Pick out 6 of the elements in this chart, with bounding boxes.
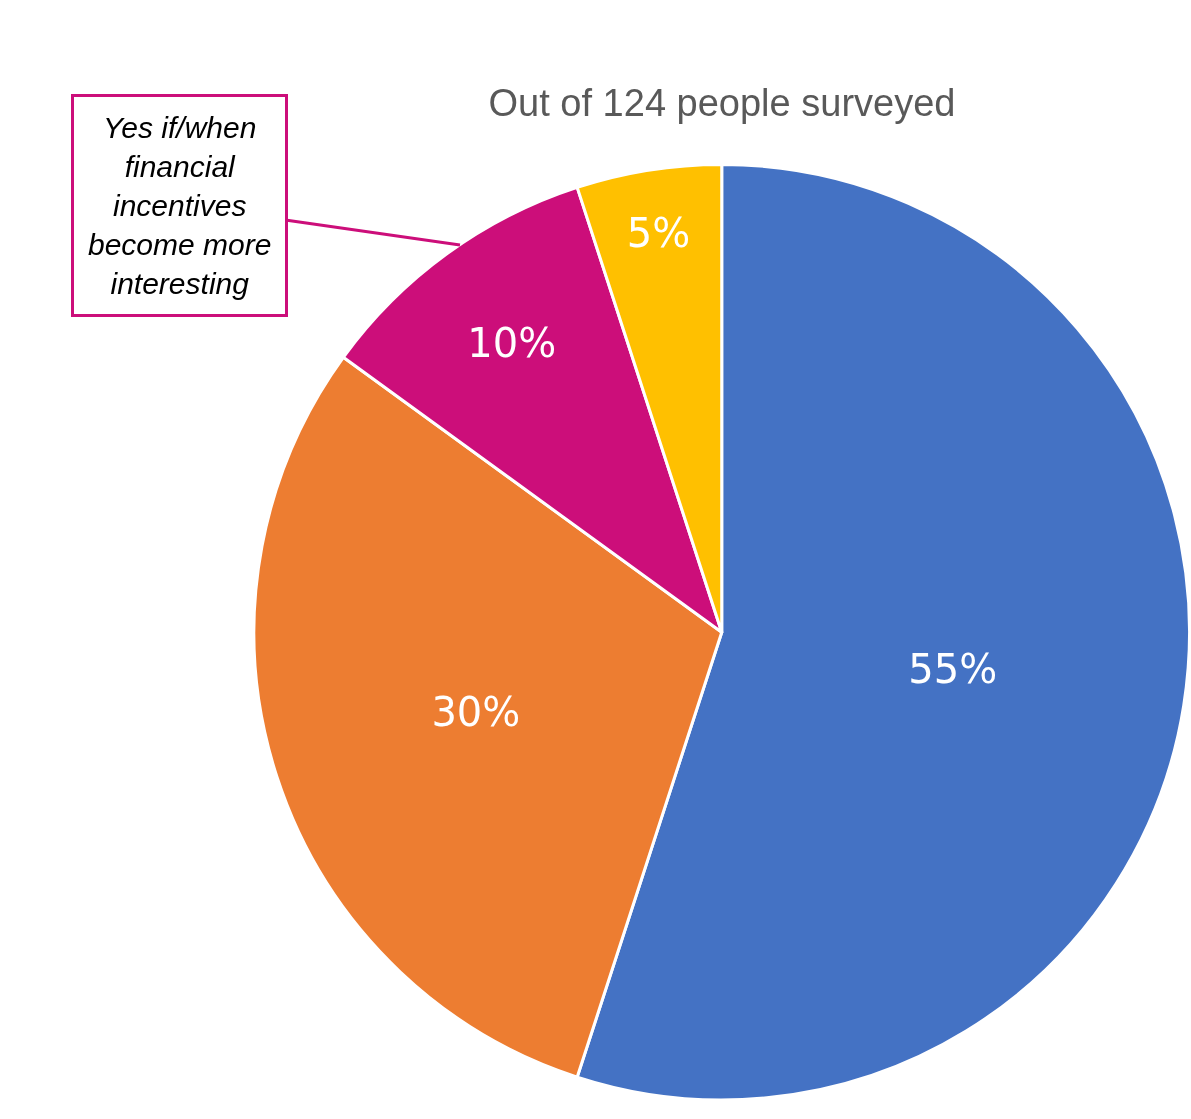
chart-title: Out of 124 people surveyed xyxy=(488,82,956,125)
data-label: 5% xyxy=(626,209,691,256)
text: Yes if/when financial incentives become more interesting xyxy=(88,111,272,300)
data-label: 55% xyxy=(908,645,998,692)
data-label: 10% xyxy=(467,320,557,367)
data-label: 30% xyxy=(431,689,521,736)
